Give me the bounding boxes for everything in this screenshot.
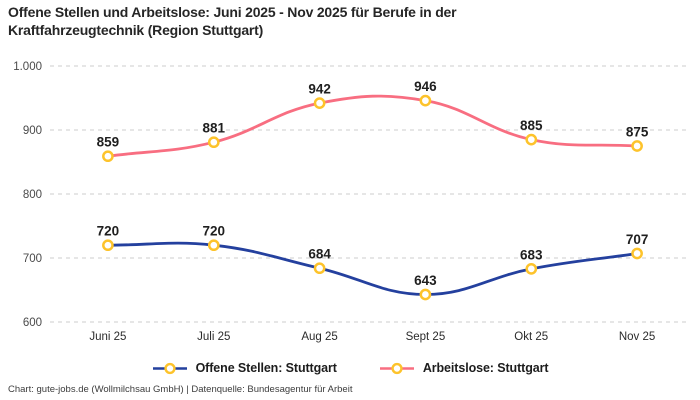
data-point-marker[interactable] (419, 94, 432, 107)
chart-credit: Chart: gute-jobs.de (Wollmilchsau GmbH) … (8, 384, 353, 395)
data-point-label: 684 (308, 247, 331, 262)
data-point-label: 881 (203, 121, 226, 136)
series-line-arbeitslose (106, 94, 639, 158)
chart-legend: Offene Stellen: Stuttgart Arbeitslose: S… (0, 361, 700, 375)
y-axis-tick-label: 1.000 (13, 61, 42, 73)
data-point-label: 946 (414, 79, 437, 94)
data-point-marker[interactable] (525, 133, 538, 146)
x-axis-tick-label: Nov 25 (619, 331, 655, 343)
data-point-marker[interactable] (525, 263, 538, 275)
data-point-marker[interactable] (419, 288, 432, 301)
legend-swatch-offene-stellen-icon (152, 362, 187, 374)
data-point-label: 885 (520, 118, 543, 133)
data-point-label: 875 (626, 125, 649, 140)
data-point-label: 720 (97, 224, 120, 239)
legend-item-arbeitslose[interactable]: Arbeitslose: Stuttgart (379, 361, 549, 375)
data-point-marker[interactable] (313, 262, 326, 275)
legend-item-offene-stellen[interactable]: Offene Stellen: Stuttgart (152, 361, 337, 375)
data-point-marker[interactable] (102, 239, 114, 252)
data-point-label: 942 (308, 82, 331, 97)
data-point-marker[interactable] (207, 136, 220, 149)
chart-title: Offene Stellen und Arbeitslose: Juni 202… (8, 4, 457, 38)
y-axis-tick-label: 900 (23, 125, 42, 137)
y-axis-tick-label: 700 (23, 253, 42, 265)
data-point-label: 683 (520, 247, 543, 262)
series-line-offene-stellen (106, 241, 639, 296)
data-point-marker[interactable] (313, 97, 326, 109)
line-chart: 1.000 900 800 700 600 Juni 25 Juli 25 Aug 25 Sep… (13, 61, 690, 343)
data-point-marker[interactable] (102, 150, 114, 163)
data-point-label: 720 (203, 224, 226, 239)
x-axis-tick-label: Sept 25 (406, 331, 446, 343)
y-axis-tick-label: 800 (23, 189, 42, 201)
legend-label-arbeitslose: Arbeitslose: Stuttgart (422, 361, 549, 375)
y-axis-tick-label: 600 (23, 317, 42, 329)
x-axis-tick-label: Okt 25 (514, 331, 548, 343)
x-axis-tick-label: Aug 25 (301, 331, 337, 343)
data-point-marker[interactable] (631, 140, 643, 152)
legend-swatch-arbeitslose-icon (379, 362, 414, 374)
data-point-label: 707 (626, 232, 649, 247)
data-point-marker[interactable] (631, 247, 643, 260)
x-axis-tick-label: Juli 25 (197, 331, 230, 343)
x-axis-tick-label: Juni 25 (89, 331, 126, 343)
legend-label-offene-stellen: Offene Stellen: Stuttgart (195, 361, 337, 375)
data-point-label: 859 (97, 135, 120, 150)
data-point-marker[interactable] (207, 239, 220, 252)
data-point-label: 643 (414, 273, 437, 288)
